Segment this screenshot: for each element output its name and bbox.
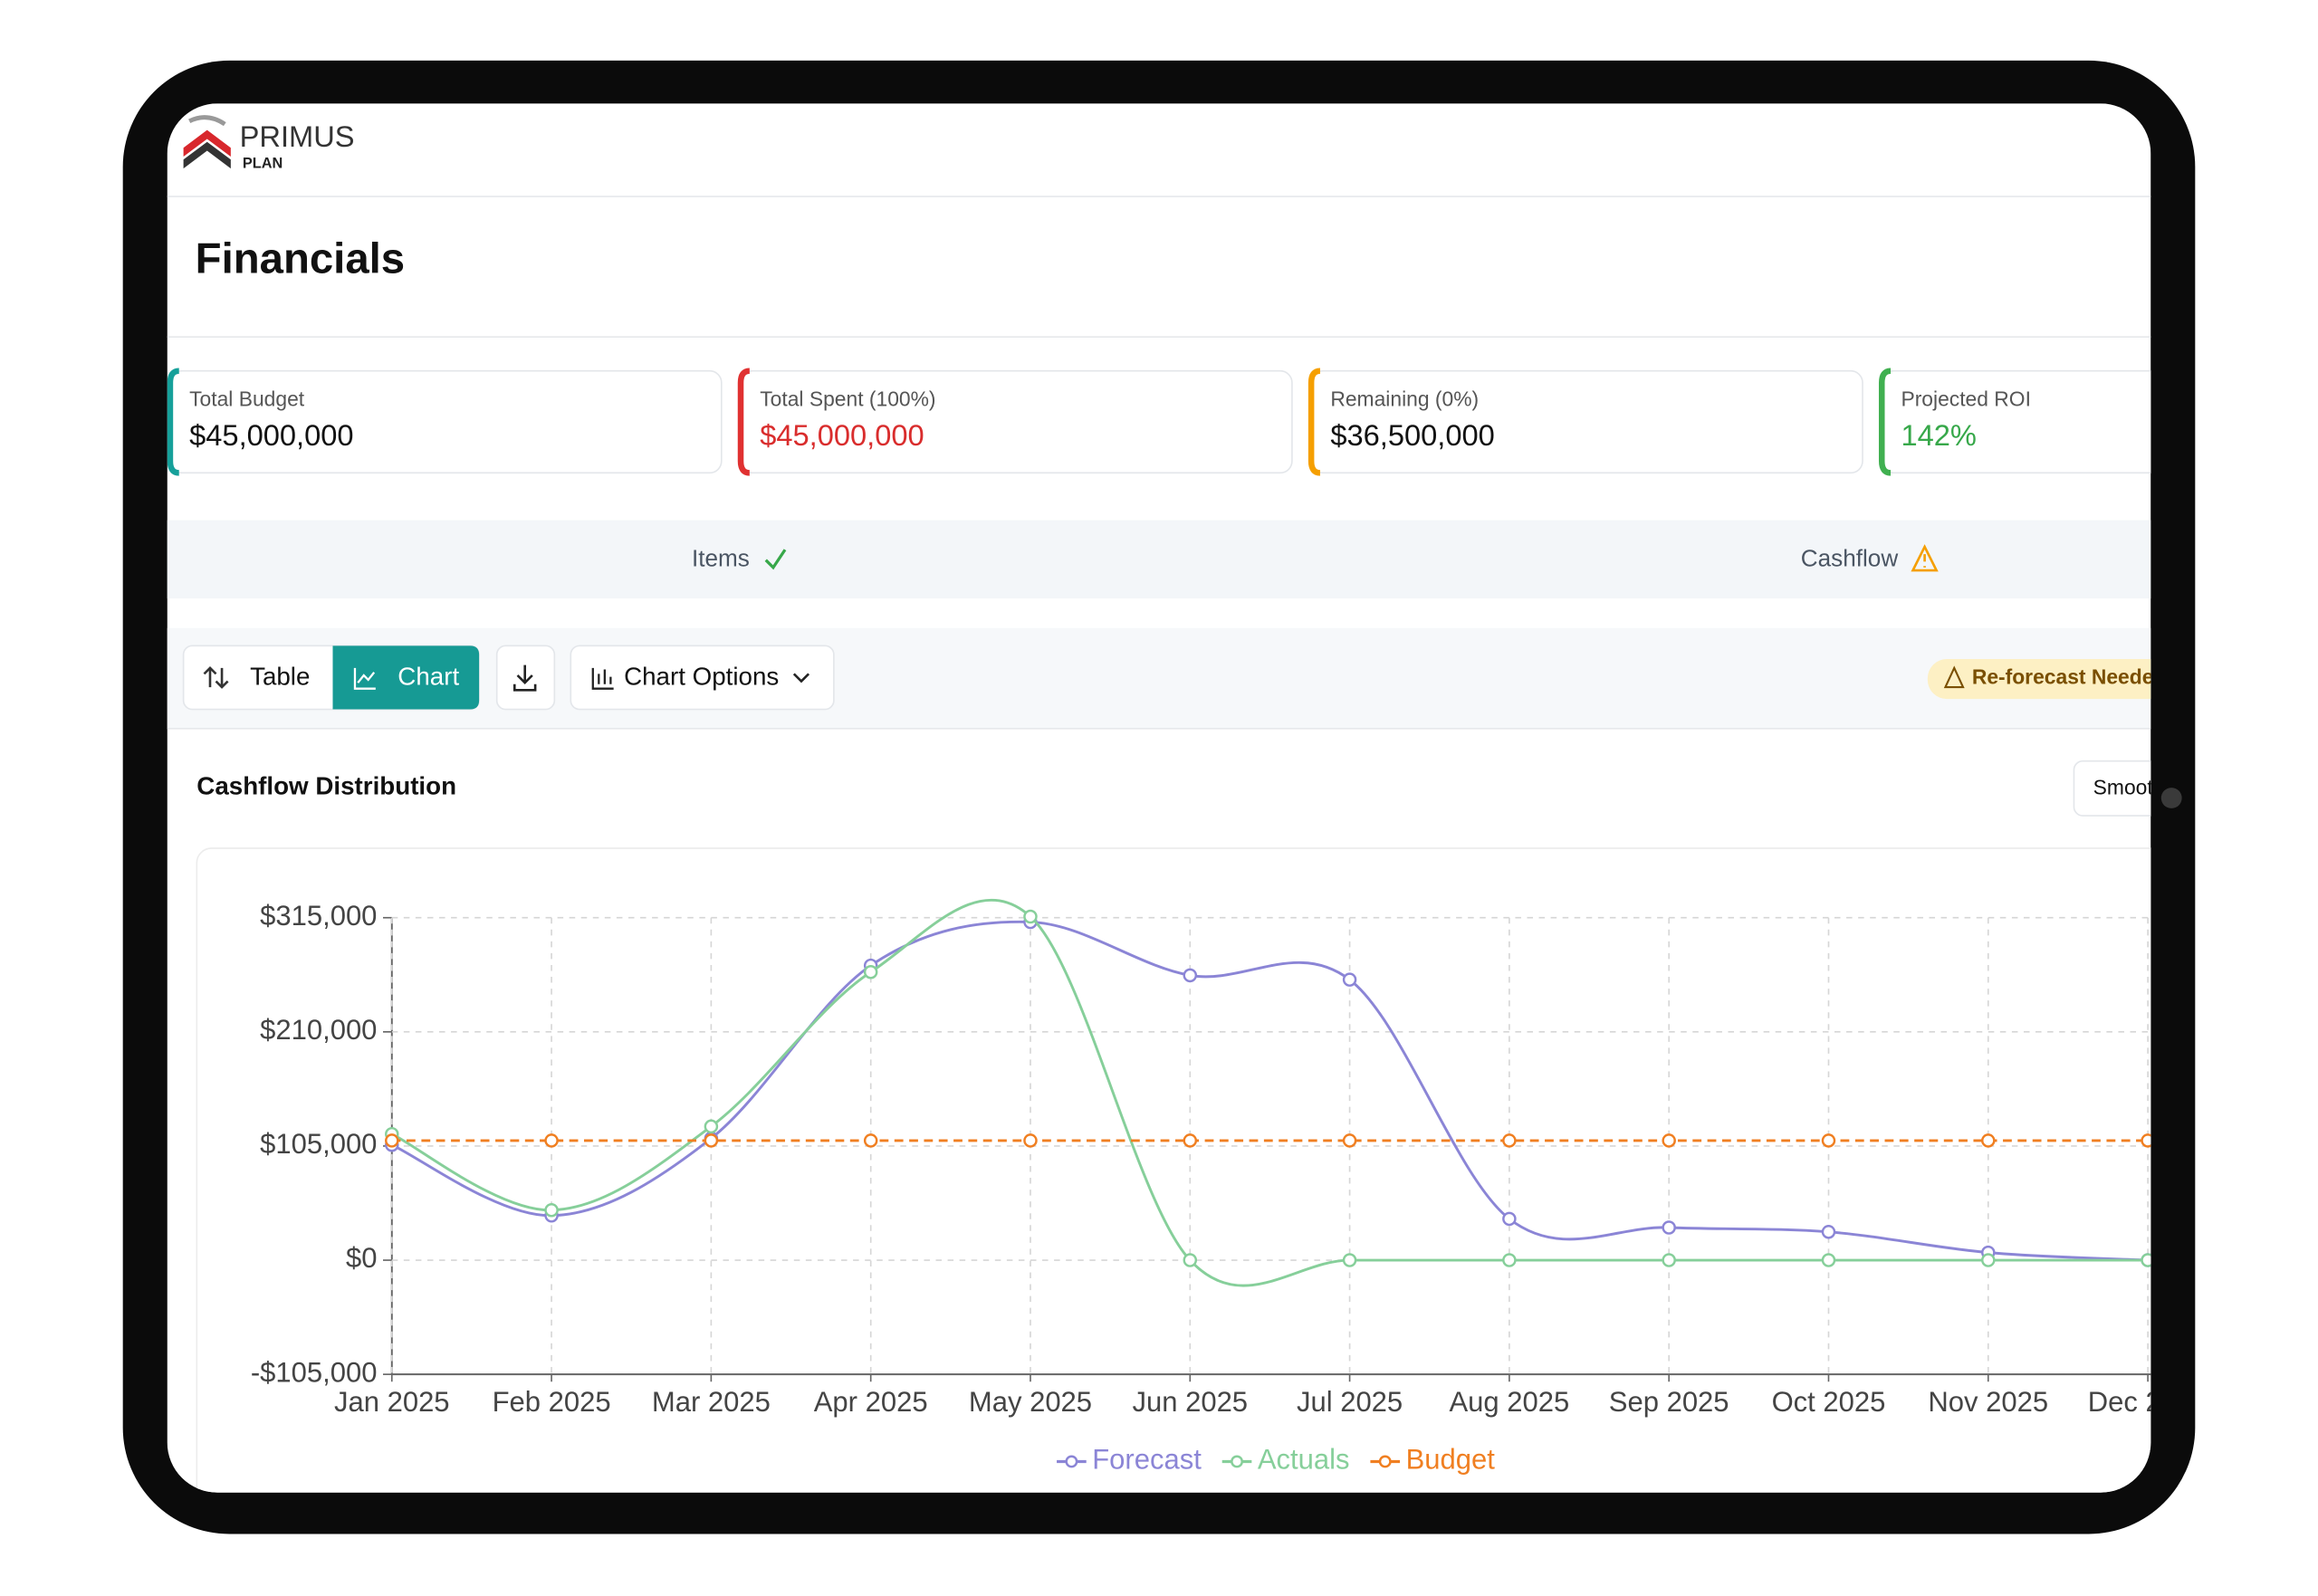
- y-tick-label: $210,000: [260, 1014, 377, 1046]
- chart: -$105,000 $0 $105,000 $210,000 $315,000 Jan 2…: [251, 898, 2208, 1476]
- data-point: [704, 1119, 719, 1134]
- warning-icon: [1943, 665, 1965, 689]
- data-point: [863, 965, 878, 980]
- chart-card: [196, 847, 2151, 1493]
- card-value: $45,000,000: [760, 418, 924, 452]
- alert-badge: [1927, 659, 2151, 700]
- data-point: [2141, 1253, 2151, 1267]
- data-point: [1662, 1133, 1676, 1148]
- data-point: [1342, 1253, 1357, 1267]
- x-tick-label: Jun 2025: [1132, 1386, 1248, 1418]
- bar-icon: [591, 667, 614, 690]
- data-point: [1342, 972, 1357, 987]
- y-tick-label: -$105,000: [251, 1356, 378, 1388]
- legend-item: Forecast: [1057, 1444, 1202, 1476]
- chart-options-label[interactable]: Chart Options: [624, 663, 779, 691]
- data-point: [1821, 1253, 1836, 1267]
- tab-bar: [167, 520, 2151, 599]
- logo-text: PRIMUS: [240, 119, 355, 153]
- card-value: 142%: [1901, 418, 1976, 452]
- x-tick-label: Oct 2025: [1772, 1386, 1886, 1418]
- card-value: $45,000,000: [189, 418, 353, 452]
- tab[interactable]: Items: [692, 545, 750, 572]
- chart-options-button[interactable]: [570, 645, 835, 711]
- card-label: Remaining (0%): [1330, 387, 1479, 410]
- page-title: Financials: [196, 234, 405, 282]
- summary-cards: Total Budget $45,000,000 Total Spent (100%…: [167, 368, 2151, 476]
- y-tick-label: $315,000: [260, 900, 377, 932]
- data-point: [1342, 1133, 1357, 1148]
- sort-icon: [203, 666, 229, 689]
- legend-item: Actuals: [1221, 1444, 1350, 1476]
- check-icon: [764, 549, 787, 570]
- x-tick-label: Jul 2025: [1297, 1386, 1403, 1418]
- data-point: [1821, 1133, 1836, 1148]
- card-label: Total Budget: [189, 387, 305, 410]
- tab[interactable]: Cashflow: [1801, 545, 1899, 572]
- legend-label: Forecast: [1092, 1444, 1202, 1476]
- data-point: [863, 1133, 878, 1148]
- data-point: [1502, 1133, 1517, 1148]
- smooth-toggle-label[interactable]: Smooth: [2093, 776, 2165, 799]
- card-label: Total Spent (100%): [760, 387, 935, 410]
- data-point: [544, 1203, 559, 1218]
- x-tick-label: Nov 2025: [1928, 1386, 2048, 1418]
- data-point: [1662, 1220, 1676, 1235]
- table-button[interactable]: Table: [250, 663, 310, 691]
- legend-label: Budget: [1406, 1444, 1496, 1476]
- screen: PRIMUS PLAN Financials Total Budget $45,0…: [167, 103, 2237, 1493]
- data-point: [1502, 1253, 1517, 1267]
- data-point: [1662, 1253, 1676, 1267]
- card-accent: [1878, 368, 1892, 476]
- x-tick-label: Dec 2025: [2088, 1386, 2208, 1418]
- data-point: [544, 1133, 559, 1148]
- data-point: [2141, 1133, 2151, 1148]
- data-point: [1023, 909, 1038, 924]
- data-point: [1183, 1253, 1198, 1267]
- chart-icon: [353, 667, 376, 690]
- x-tick-label: Apr 2025: [814, 1386, 928, 1418]
- download-icon: [512, 664, 537, 692]
- legend-swatch: [1378, 1455, 1392, 1468]
- data-point: [1183, 1133, 1198, 1148]
- chart-button[interactable]: [332, 645, 480, 710]
- x-tick-label: Sep 2025: [1609, 1386, 1729, 1418]
- card-accent: [737, 368, 751, 476]
- camera: [2160, 788, 2182, 808]
- chevron-icon: [792, 673, 810, 683]
- panel-title: Cashflow Distribution: [196, 771, 456, 799]
- y-tick-label: $105,000: [260, 1128, 377, 1160]
- data-point: [1821, 1225, 1836, 1239]
- card-accent: [1307, 368, 1321, 476]
- x-tick-label: Feb 2025: [493, 1386, 611, 1418]
- data-point: [704, 1133, 719, 1148]
- data-point: [1023, 1133, 1038, 1148]
- logo-subtext: PLAN: [243, 156, 283, 172]
- alert-text: Re-forecast Needed: [1972, 664, 2167, 688]
- y-tick-label: $0: [346, 1242, 377, 1274]
- data-point: [1981, 1133, 1996, 1148]
- card-accent: [167, 368, 179, 476]
- data-point: [385, 1133, 399, 1148]
- legend-item: Budget: [1370, 1444, 1495, 1476]
- warning-icon: [1911, 544, 1939, 572]
- card-label: Projected ROI: [1901, 387, 2030, 410]
- smooth-toggle[interactable]: [2073, 760, 2237, 817]
- data-point: [1502, 1211, 1517, 1227]
- x-tick-label: Mar 2025: [652, 1386, 771, 1418]
- legend-label: Actuals: [1258, 1444, 1350, 1476]
- chart-button-label[interactable]: Chart: [398, 663, 459, 691]
- x-tick-label: Aug 2025: [1450, 1386, 1570, 1418]
- data-point: [1183, 968, 1198, 983]
- legend-swatch: [1231, 1455, 1243, 1468]
- data-point: [1981, 1253, 1996, 1267]
- logo: [183, 115, 231, 169]
- x-tick-label: May 2025: [969, 1386, 1092, 1418]
- x-tick-label: Jan 2025: [334, 1386, 450, 1418]
- card-value: $36,500,000: [1330, 418, 1494, 452]
- legend-swatch: [1065, 1455, 1078, 1468]
